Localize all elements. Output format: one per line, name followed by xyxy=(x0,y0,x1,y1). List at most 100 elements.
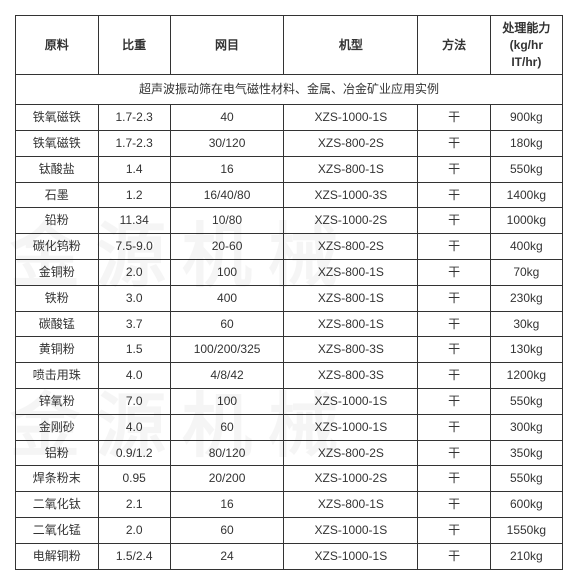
table-cell: 30/120 xyxy=(170,130,284,156)
table-cell: 1.5 xyxy=(98,337,170,363)
table-cell: 40 xyxy=(170,105,284,131)
table-cell: 11.34 xyxy=(98,208,170,234)
table-cell: 1400kg xyxy=(490,182,562,208)
table-cell: 干 xyxy=(418,363,490,389)
table-cell: 550kg xyxy=(490,388,562,414)
table-row: 金铜粉2.0100XZS-800-1S干70kg xyxy=(16,259,563,285)
table-cell: XZS-1000-1S xyxy=(284,105,418,131)
table-cell: 干 xyxy=(418,311,490,337)
table-cell: XZS-1000-2S xyxy=(284,208,418,234)
table-row: 铁氧磁铁1.7-2.330/120XZS-800-2S干180kg xyxy=(16,130,563,156)
table-cell: 钛酸盐 xyxy=(16,156,99,182)
table-cell: 80/120 xyxy=(170,440,284,466)
table-cell: 干 xyxy=(418,414,490,440)
table-row: 铁氧磁铁1.7-2.340XZS-1000-1S干900kg xyxy=(16,105,563,131)
table-row: 碳化钨粉7.5-9.020-60XZS-800-2S干400kg xyxy=(16,234,563,260)
table-cell: 1200kg xyxy=(490,363,562,389)
table-row: 二氧化锰2.060XZS-1000-1S干1550kg xyxy=(16,517,563,543)
table-cell: 1.5/2.4 xyxy=(98,543,170,569)
table-subtitle-row: 超声波振动筛在电气磁性材料、金属、冶金矿业应用实例 xyxy=(16,75,563,105)
table-cell: 铅粉 xyxy=(16,208,99,234)
table-cell: 130kg xyxy=(490,337,562,363)
table-cell: 碳酸锰 xyxy=(16,311,99,337)
col-header-material: 原料 xyxy=(16,16,99,75)
table-cell: 1.2 xyxy=(98,182,170,208)
table-cell: 干 xyxy=(418,259,490,285)
table-row: 电解铜粉1.5/2.424XZS-1000-1S干210kg xyxy=(16,543,563,569)
table-cell: 3.0 xyxy=(98,285,170,311)
table-cell: XZS-800-3S xyxy=(284,337,418,363)
table-cell: XZS-800-2S xyxy=(284,130,418,156)
table-cell: 180kg xyxy=(490,130,562,156)
table-cell: 350kg xyxy=(490,440,562,466)
table-cell: XZS-800-1S xyxy=(284,311,418,337)
table-cell: 二氧化钛 xyxy=(16,492,99,518)
table-subtitle: 超声波振动筛在电气磁性材料、金属、冶金矿业应用实例 xyxy=(16,75,563,105)
table-cell: 铁粉 xyxy=(16,285,99,311)
table-cell: 2.1 xyxy=(98,492,170,518)
table-cell: XZS-800-1S xyxy=(284,156,418,182)
col-header-method: 方法 xyxy=(418,16,490,75)
table-row: 钛酸盐1.416XZS-800-1S干550kg xyxy=(16,156,563,182)
table-cell: 干 xyxy=(418,543,490,569)
table-cell: 干 xyxy=(418,234,490,260)
table-cell: 金铜粉 xyxy=(16,259,99,285)
table-cell: 铝粉 xyxy=(16,440,99,466)
table-cell: 铁氧磁铁 xyxy=(16,130,99,156)
table-cell: 16 xyxy=(170,156,284,182)
table-cell: XZS-800-1S xyxy=(284,285,418,311)
table-cell: XZS-1000-1S xyxy=(284,543,418,569)
table-cell: 210kg xyxy=(490,543,562,569)
table-cell: 干 xyxy=(418,285,490,311)
table-cell: 干 xyxy=(418,492,490,518)
table-cell: 230kg xyxy=(490,285,562,311)
table-row: 石墨1.216/40/80XZS-1000-3S干1400kg xyxy=(16,182,563,208)
table-cell: 20-60 xyxy=(170,234,284,260)
table-cell: 2.0 xyxy=(98,259,170,285)
table-cell: XZS-800-2S xyxy=(284,234,418,260)
table-cell: 碳化钨粉 xyxy=(16,234,99,260)
table-cell: XZS-1000-1S xyxy=(284,517,418,543)
table-row: 锌氧粉7.0100XZS-1000-1S干550kg xyxy=(16,388,563,414)
table-cell: 3.7 xyxy=(98,311,170,337)
table-row: 铝粉0.9/1.280/120XZS-800-2S干350kg xyxy=(16,440,563,466)
table-cell: 100 xyxy=(170,388,284,414)
table-cell: 石墨 xyxy=(16,182,99,208)
table-cell: 900kg xyxy=(490,105,562,131)
table-cell: XZS-800-1S xyxy=(284,259,418,285)
table-row: 铁粉3.0400XZS-800-1S干230kg xyxy=(16,285,563,311)
table-cell: 4/8/42 xyxy=(170,363,284,389)
table-cell: XZS-1000-3S xyxy=(284,182,418,208)
table-cell: 干 xyxy=(418,156,490,182)
table-cell: 10/80 xyxy=(170,208,284,234)
table-cell: 2.0 xyxy=(98,517,170,543)
materials-table: 原料 比重 网目 机型 方法 处理能力 (kg/hr IT/hr) 超声波振动筛… xyxy=(15,15,563,570)
table-cell: 60 xyxy=(170,517,284,543)
table-cell: 300kg xyxy=(490,414,562,440)
table-cell: 550kg xyxy=(490,156,562,182)
table-cell: 干 xyxy=(418,182,490,208)
table-header-row: 原料 比重 网目 机型 方法 处理能力 (kg/hr IT/hr) xyxy=(16,16,563,75)
table-cell: 1.7-2.3 xyxy=(98,130,170,156)
table-cell: 4.0 xyxy=(98,414,170,440)
table-cell: 干 xyxy=(418,466,490,492)
table-cell: 二氧化锰 xyxy=(16,517,99,543)
table-cell: 7.5-9.0 xyxy=(98,234,170,260)
table-cell: 1550kg xyxy=(490,517,562,543)
table-row: 焊条粉末0.9520/200XZS-1000-2S干550kg xyxy=(16,466,563,492)
table-cell: 550kg xyxy=(490,466,562,492)
table-cell: 60 xyxy=(170,414,284,440)
table-cell: 铁氧磁铁 xyxy=(16,105,99,131)
table-row: 二氧化钛2.116XZS-800-1S干600kg xyxy=(16,492,563,518)
table-cell: 黄铜粉 xyxy=(16,337,99,363)
table-cell: 1.4 xyxy=(98,156,170,182)
table-row: 碳酸锰3.760XZS-800-1S干30kg xyxy=(16,311,563,337)
table-cell: XZS-800-2S xyxy=(284,440,418,466)
table-cell: 400 xyxy=(170,285,284,311)
col-header-gravity: 比重 xyxy=(98,16,170,75)
table-cell: 喷击用珠 xyxy=(16,363,99,389)
table-body: 超声波振动筛在电气磁性材料、金属、冶金矿业应用实例 铁氧磁铁1.7-2.340X… xyxy=(16,75,563,569)
table-cell: 干 xyxy=(418,208,490,234)
table-cell: 30kg xyxy=(490,311,562,337)
table-cell: 干 xyxy=(418,388,490,414)
